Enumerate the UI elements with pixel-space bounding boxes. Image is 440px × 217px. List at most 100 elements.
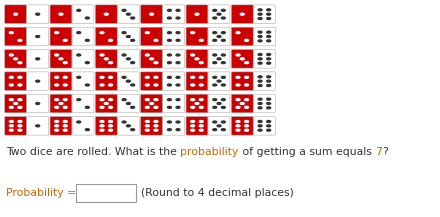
Circle shape [9, 99, 13, 101]
Circle shape [126, 13, 130, 15]
Circle shape [109, 62, 113, 64]
Circle shape [240, 103, 244, 104]
Circle shape [18, 120, 22, 122]
Circle shape [131, 17, 135, 19]
Circle shape [145, 99, 149, 101]
FancyBboxPatch shape [27, 94, 49, 113]
Circle shape [131, 39, 135, 41]
Circle shape [195, 13, 199, 15]
Circle shape [18, 84, 22, 86]
FancyBboxPatch shape [27, 117, 49, 135]
Circle shape [104, 58, 108, 60]
Circle shape [18, 62, 22, 64]
Circle shape [122, 54, 126, 56]
Circle shape [245, 129, 249, 131]
Circle shape [236, 125, 240, 127]
Circle shape [217, 80, 221, 82]
Circle shape [77, 121, 81, 123]
Circle shape [236, 54, 240, 56]
Circle shape [100, 54, 104, 56]
Circle shape [191, 54, 194, 56]
Circle shape [213, 17, 217, 19]
Circle shape [126, 80, 130, 82]
FancyBboxPatch shape [72, 49, 94, 68]
Circle shape [221, 62, 225, 64]
FancyBboxPatch shape [231, 117, 253, 135]
Circle shape [258, 80, 262, 82]
Circle shape [77, 32, 81, 34]
Circle shape [100, 84, 104, 86]
Circle shape [221, 84, 225, 86]
Circle shape [199, 99, 203, 101]
FancyBboxPatch shape [50, 49, 72, 68]
Circle shape [217, 58, 221, 60]
FancyBboxPatch shape [117, 27, 139, 46]
Circle shape [131, 84, 135, 86]
Circle shape [176, 9, 180, 11]
FancyBboxPatch shape [208, 117, 230, 135]
Circle shape [109, 99, 113, 101]
Text: Probability =: Probability = [6, 188, 76, 198]
Circle shape [154, 106, 158, 108]
Circle shape [267, 13, 271, 15]
Circle shape [126, 58, 130, 60]
Circle shape [217, 36, 221, 38]
FancyBboxPatch shape [72, 94, 94, 113]
Circle shape [100, 125, 104, 127]
Circle shape [55, 129, 59, 131]
Circle shape [213, 32, 217, 34]
Circle shape [9, 76, 13, 78]
Circle shape [55, 106, 59, 108]
Circle shape [176, 129, 180, 131]
Circle shape [59, 13, 63, 15]
Circle shape [131, 106, 135, 108]
Circle shape [168, 99, 171, 101]
Circle shape [150, 58, 154, 60]
Circle shape [63, 39, 67, 41]
Circle shape [267, 98, 271, 100]
Circle shape [236, 106, 240, 108]
FancyBboxPatch shape [5, 5, 26, 23]
FancyBboxPatch shape [186, 5, 208, 23]
Circle shape [191, 99, 194, 101]
Circle shape [191, 76, 194, 78]
Circle shape [109, 125, 113, 127]
FancyBboxPatch shape [163, 49, 185, 68]
Circle shape [199, 62, 203, 64]
Circle shape [176, 54, 180, 56]
Text: ?: ? [382, 147, 388, 157]
Circle shape [85, 84, 89, 86]
FancyBboxPatch shape [253, 27, 275, 46]
FancyBboxPatch shape [186, 94, 208, 113]
Circle shape [18, 129, 22, 131]
Circle shape [36, 103, 40, 104]
Circle shape [36, 80, 40, 82]
Circle shape [36, 36, 40, 38]
FancyBboxPatch shape [186, 49, 208, 68]
Circle shape [126, 103, 130, 104]
Circle shape [240, 58, 244, 60]
FancyBboxPatch shape [163, 5, 185, 23]
Circle shape [55, 54, 59, 56]
Circle shape [100, 99, 104, 101]
Circle shape [213, 121, 217, 123]
Circle shape [55, 120, 59, 122]
Circle shape [267, 120, 271, 122]
Circle shape [77, 54, 81, 56]
Circle shape [221, 39, 225, 41]
Circle shape [168, 121, 171, 123]
Circle shape [131, 129, 135, 131]
Circle shape [267, 18, 271, 20]
Circle shape [63, 76, 67, 78]
FancyBboxPatch shape [141, 49, 162, 68]
Circle shape [104, 13, 108, 15]
Circle shape [18, 106, 22, 108]
FancyBboxPatch shape [208, 72, 230, 90]
Circle shape [245, 106, 249, 108]
Circle shape [258, 36, 262, 38]
Circle shape [9, 32, 13, 34]
FancyBboxPatch shape [208, 49, 230, 68]
Circle shape [55, 76, 59, 78]
Circle shape [9, 54, 13, 56]
Circle shape [168, 32, 171, 34]
